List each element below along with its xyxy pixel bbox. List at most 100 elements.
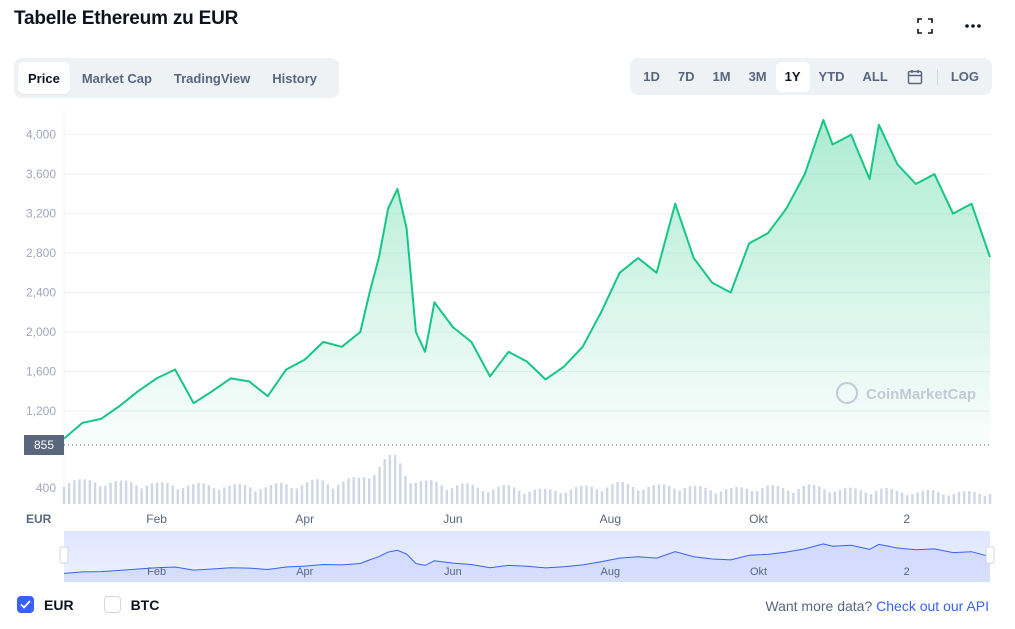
api-link[interactable]: Check out our API bbox=[876, 598, 989, 614]
navigator-tick-label: Apr bbox=[296, 566, 313, 578]
volume-bar bbox=[533, 489, 536, 504]
volume-bar bbox=[776, 486, 780, 504]
volume-bar bbox=[445, 489, 449, 504]
volume-bar bbox=[916, 492, 919, 504]
volume-bar bbox=[316, 479, 319, 504]
volume-bar bbox=[983, 495, 987, 504]
volume-bar bbox=[362, 477, 366, 504]
volume-bar bbox=[461, 483, 464, 504]
volume-bar bbox=[171, 485, 174, 504]
x-tick-label: Aug bbox=[600, 512, 621, 526]
volume-bar bbox=[818, 486, 821, 504]
volume-bar bbox=[311, 479, 314, 504]
volume-bar bbox=[699, 486, 702, 504]
volume-bar bbox=[709, 490, 712, 504]
price-area bbox=[64, 119, 990, 446]
volume-bar bbox=[414, 482, 417, 504]
volume-bar bbox=[631, 487, 635, 504]
volume-bar bbox=[978, 493, 981, 504]
volume-bar bbox=[621, 482, 624, 504]
fullscreen-icon[interactable] bbox=[913, 14, 937, 38]
time-range-selector: 1D 7D 1M 3M 1Y YTD ALL LOG bbox=[630, 58, 992, 95]
volume-bar bbox=[662, 484, 666, 504]
volume-bar bbox=[487, 492, 490, 504]
tab-tradingview[interactable]: TradingView bbox=[173, 70, 251, 86]
range-3m[interactable]: 3M bbox=[748, 69, 767, 84]
api-promo-text: Want more data? bbox=[765, 598, 873, 614]
chart-title: Tabelle Ethereum zu EUR bbox=[14, 8, 239, 29]
tab-history[interactable]: History bbox=[272, 70, 318, 86]
volume-bar bbox=[88, 480, 92, 504]
volume-bar bbox=[554, 490, 557, 504]
volume-bar bbox=[730, 488, 733, 504]
volume-bar bbox=[973, 491, 976, 504]
more-horizontal-icon[interactable] bbox=[961, 14, 985, 38]
volume-bar bbox=[564, 492, 567, 504]
volume-bar bbox=[502, 485, 505, 504]
volume-bar bbox=[378, 466, 381, 504]
volume-bar bbox=[921, 490, 924, 504]
range-ytd[interactable]: YTD bbox=[818, 69, 845, 84]
tab-price[interactable]: Price bbox=[18, 62, 70, 94]
range-1y[interactable]: 1Y bbox=[775, 61, 810, 92]
volume-bar bbox=[911, 494, 914, 504]
volume-bar bbox=[140, 488, 143, 504]
x-tick-label: Apr bbox=[295, 512, 314, 526]
volume-bar bbox=[580, 485, 583, 504]
volume-bar bbox=[181, 487, 185, 504]
price-chart[interactable]: 1,200 1,600 2,000 2,400 2,800 3,200 3,600 4,000… bbox=[0, 100, 1015, 590]
range-7d[interactable]: 7D bbox=[677, 69, 695, 84]
volume-bar bbox=[652, 485, 655, 504]
volume-bar bbox=[186, 485, 190, 504]
navigator-tick-label: Okt bbox=[750, 566, 767, 578]
range-1m[interactable]: 1M bbox=[712, 69, 731, 84]
calendar-icon[interactable] bbox=[897, 62, 933, 92]
volume-bar bbox=[605, 487, 609, 504]
volume-bar bbox=[812, 484, 816, 504]
tab-market-cap[interactable]: Market Cap bbox=[81, 70, 152, 86]
y-tick-label: 1,600 bbox=[26, 364, 56, 378]
volume-bar bbox=[802, 485, 805, 504]
volume-bar bbox=[481, 490, 485, 504]
volume-bar bbox=[637, 490, 640, 504]
volume-bar bbox=[471, 484, 474, 504]
volume-bar bbox=[393, 455, 397, 504]
btc-checkbox[interactable] bbox=[103, 596, 121, 613]
volume-bar bbox=[807, 484, 811, 504]
volume-bar bbox=[947, 495, 950, 504]
volume-bar bbox=[264, 487, 267, 504]
volume-bar bbox=[787, 490, 790, 504]
volume-bar bbox=[290, 488, 293, 504]
x-tick-label: 2 bbox=[903, 512, 910, 526]
volume-bar bbox=[347, 478, 350, 504]
volume-bar bbox=[119, 480, 123, 504]
volume-bar bbox=[507, 484, 511, 504]
volume-bar bbox=[833, 491, 837, 504]
volume-bar bbox=[409, 483, 412, 504]
volume-bar bbox=[693, 485, 697, 504]
navigator-handle-right[interactable] bbox=[985, 546, 995, 564]
volume-bar bbox=[78, 479, 81, 504]
navigator-handle-left[interactable] bbox=[59, 546, 69, 564]
volume-bar bbox=[383, 459, 386, 504]
volume-tick-label: 400 bbox=[36, 481, 56, 495]
volume-bar bbox=[130, 482, 133, 504]
range-1d[interactable]: 1D bbox=[643, 69, 660, 84]
log-scale-toggle[interactable]: LOG bbox=[950, 69, 979, 84]
volume-bar bbox=[419, 481, 423, 504]
eur-checkbox[interactable] bbox=[17, 596, 34, 613]
watermark-logo bbox=[836, 382, 858, 404]
volume-bar bbox=[611, 484, 614, 504]
volume-bar bbox=[600, 491, 604, 504]
volume-bar bbox=[99, 486, 102, 504]
volume-bar bbox=[864, 492, 868, 504]
volume-bar bbox=[404, 475, 407, 504]
range-divider bbox=[936, 68, 938, 85]
range-all[interactable]: ALL bbox=[862, 69, 888, 84]
volume-bar bbox=[590, 486, 593, 504]
chart-legend: EUR BTC bbox=[17, 596, 179, 613]
volume-bar bbox=[424, 480, 428, 504]
btc-legend-label: BTC bbox=[130, 596, 160, 613]
volume-bar bbox=[906, 495, 909, 504]
volume-bar bbox=[161, 482, 164, 504]
